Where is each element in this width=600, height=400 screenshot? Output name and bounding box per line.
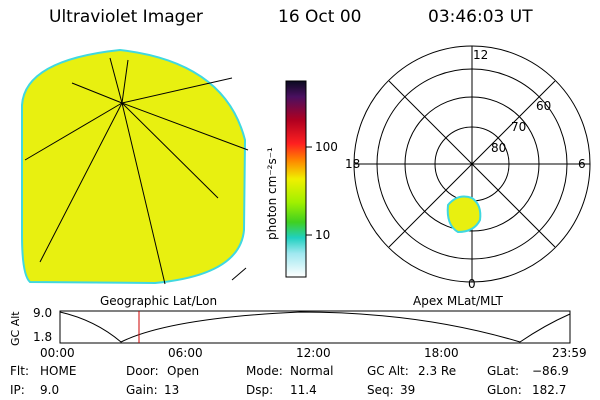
seq-value: 39 <box>400 383 416 397</box>
time-tick-1800: 18:00 <box>424 346 459 360</box>
altitude-tick-low: 1.8 <box>33 330 53 344</box>
gc-alt-label: GC Alt: <box>367 364 409 378</box>
gain-value: 13 <box>164 383 180 397</box>
flt-value: HOME <box>40 364 77 378</box>
glat-label: GLat: <box>487 364 520 378</box>
mode-value: Normal <box>290 364 334 378</box>
time-tick-0000: 00:00 <box>40 346 75 360</box>
time-tick-1200: 12:00 <box>296 346 331 360</box>
date-label: 16 Oct 00 <box>278 7 362 27</box>
time-tick-0600: 06:00 <box>168 346 203 360</box>
door-value: Open <box>167 364 200 378</box>
glat-value: −86.9 <box>532 364 569 378</box>
gain-label: Gain: <box>126 383 158 397</box>
polar-label-6: 6 <box>578 157 586 171</box>
polar-lat-60: 60 <box>536 99 552 113</box>
altitude-tick-high: 9.0 <box>33 306 53 320</box>
polar-lat-80: 80 <box>491 141 507 155</box>
gc-alt-value: 2.3 Re <box>418 364 457 378</box>
polar-label-12: 12 <box>473 48 489 62</box>
colorbar-tick-10: 10 <box>315 228 331 242</box>
apex-caption: Apex MLat/MLT <box>413 294 503 308</box>
mode-label: Mode: <box>246 364 283 378</box>
polar-label-18: 18 <box>345 157 361 171</box>
dsp-value: 11.4 <box>290 383 317 397</box>
polar-lat-70: 70 <box>511 120 527 134</box>
altitude-axis-label: GC Alt <box>9 311 22 346</box>
ip-value: 9.0 <box>40 383 60 397</box>
auroral-patch <box>446 195 482 234</box>
seq-label: Seq: <box>367 383 394 397</box>
time-label: 03:46:03 UT <box>428 7 533 27</box>
colorbar-tick-100: 100 <box>315 140 338 154</box>
door-label: Door: <box>126 364 159 378</box>
glon-value: 182.7 <box>532 383 567 397</box>
ip-label: IP: <box>10 383 25 397</box>
altitude-curve <box>59 311 571 343</box>
geographic-image-disk <box>21 48 247 285</box>
polar-label-0: 0 <box>468 277 476 291</box>
app-title: Ultraviolet Imager <box>49 7 203 27</box>
glon-label: GLon: <box>487 383 522 397</box>
time-tick-2359: 23:59 <box>552 346 587 360</box>
geographic-grid-lines <box>24 57 249 285</box>
flt-label: Flt: <box>10 364 29 378</box>
geographic-caption: Geographic Lat/Lon <box>100 294 218 308</box>
dsp-label: Dsp: <box>246 383 274 397</box>
